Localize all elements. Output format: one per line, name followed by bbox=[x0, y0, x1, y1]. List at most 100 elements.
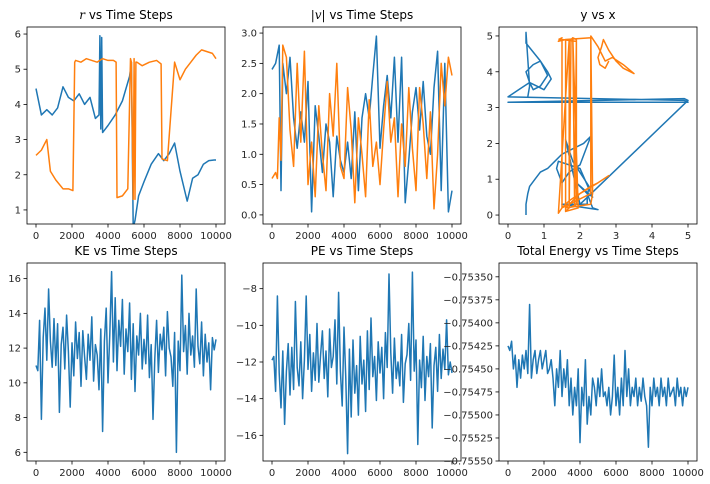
y-tick-label: 1 bbox=[15, 205, 21, 216]
y-tick-label: 6 bbox=[15, 448, 21, 459]
x-tick-label: 4000 bbox=[567, 468, 592, 479]
x-tick-label: 4000 bbox=[331, 468, 356, 479]
subplot-6: 0 2000 4000 6000 8000 10000 −0.75350 −0.75375 −0… bbox=[443, 244, 704, 479]
subplot-4: 0 2000 4000 6000 8000 10000 6 8 10 12 14 16 KE vs Ti… bbox=[8, 244, 232, 479]
x-tick-label: 10000 bbox=[436, 231, 468, 242]
y-tick-label: −10 bbox=[236, 321, 257, 332]
y-tick-label: 2 bbox=[15, 170, 21, 181]
x-tick-label: 0 bbox=[269, 231, 275, 242]
x-tick-label: 8000 bbox=[403, 231, 428, 242]
series-line-2 bbox=[35, 49, 217, 201]
x-tick-label: 0 bbox=[33, 468, 39, 479]
axes-frame bbox=[498, 262, 698, 462]
y-tick-label: 0 bbox=[487, 211, 493, 222]
x-tick-label: 10000 bbox=[436, 468, 468, 479]
x-tick-label: 8000 bbox=[639, 468, 664, 479]
x-tick-label: 2000 bbox=[59, 231, 84, 242]
x-tick-label: 1 bbox=[541, 231, 547, 242]
x-tick-label: 2000 bbox=[295, 468, 320, 479]
x-tick-label: 3 bbox=[613, 231, 619, 242]
y-tick-label: 6 bbox=[15, 30, 21, 41]
subplot-title: PE vs Time Steps bbox=[311, 244, 414, 258]
y-tick-label: 0.5 bbox=[241, 180, 257, 191]
subplot-1: 0 2000 4000 6000 8000 10000 1 2 3 4 5 6 r vs Time St… bbox=[15, 8, 232, 242]
y-tick-label: 16 bbox=[8, 274, 21, 285]
y-tick-label: −0.75525 bbox=[443, 433, 493, 444]
x-tick-label: 6000 bbox=[131, 468, 156, 479]
x-tick-label: 5 bbox=[685, 231, 691, 242]
subplot-title: r vs Time Steps bbox=[79, 8, 173, 22]
x-tick-label: 4000 bbox=[331, 231, 356, 242]
y-tick-label: 2 bbox=[487, 139, 493, 150]
x-tick-label: 10000 bbox=[672, 468, 704, 479]
x-tick-label: 8000 bbox=[167, 468, 192, 479]
x-tick-label: 0 bbox=[505, 468, 511, 479]
x-tick-label: 0 bbox=[505, 231, 511, 242]
y-tick-label: 5 bbox=[15, 65, 21, 76]
axes-frame bbox=[26, 26, 226, 225]
x-tick-label: 0 bbox=[269, 468, 275, 479]
y-tick-label: 2.0 bbox=[241, 89, 257, 100]
subplot-title: Total Energy vs Time Steps bbox=[516, 244, 679, 258]
y-tick-label: −8 bbox=[242, 284, 257, 295]
y-tick-label: 4 bbox=[487, 67, 493, 78]
y-tick-label: 5 bbox=[487, 31, 493, 42]
subplot-title: |v| vs Time Steps bbox=[311, 8, 414, 22]
y-tick-label: −0.75350 bbox=[443, 272, 493, 283]
x-tick-label: 2000 bbox=[531, 468, 556, 479]
subplot-2: 0 2000 4000 6000 8000 10000 0.0 0.5 1.0 1.5 2.0 2.5… bbox=[241, 8, 468, 242]
x-tick-label: 2000 bbox=[59, 468, 84, 479]
y-tick-label: −0.75375 bbox=[443, 295, 493, 306]
y-tick-label: 3 bbox=[15, 135, 21, 146]
subplot-3: 0 1 2 3 4 5 0 1 2 3 4 5 y vs x bbox=[487, 8, 698, 242]
subplot-title: y vs x bbox=[580, 8, 615, 22]
y-tick-label: −0.75500 bbox=[443, 410, 493, 421]
y-tick-label: 14 bbox=[8, 309, 21, 320]
x-tick-label: 2 bbox=[577, 231, 583, 242]
y-tick-label: 2.5 bbox=[241, 59, 257, 70]
x-tick-label: 4 bbox=[649, 231, 655, 242]
y-tick-label: 1.0 bbox=[241, 150, 257, 161]
x-tick-label: 10000 bbox=[200, 231, 232, 242]
y-tick-label: 8 bbox=[15, 413, 21, 424]
y-tick-label: 10 bbox=[8, 378, 21, 389]
axes-frame bbox=[26, 262, 226, 462]
subplot-title: KE vs Time Steps bbox=[74, 244, 177, 258]
x-tick-label: 6000 bbox=[367, 468, 392, 479]
series-line-1 bbox=[271, 35, 453, 213]
series-line-2 bbox=[557, 35, 635, 214]
series-line-1 bbox=[507, 303, 689, 448]
y-tick-label: −12 bbox=[236, 358, 257, 369]
series-line-1 bbox=[35, 35, 216, 224]
x-tick-label: 4000 bbox=[95, 231, 120, 242]
x-tick-label: 8000 bbox=[403, 468, 428, 479]
axes-frame bbox=[262, 26, 462, 225]
y-tick-label: 1.5 bbox=[241, 119, 257, 130]
x-tick-label: 10000 bbox=[200, 468, 232, 479]
series-line-1 bbox=[271, 271, 453, 455]
x-tick-label: 6000 bbox=[603, 468, 628, 479]
x-tick-label: 4000 bbox=[95, 468, 120, 479]
y-tick-label: −0.75450 bbox=[443, 364, 493, 375]
x-tick-label: 6000 bbox=[367, 231, 392, 242]
y-tick-label: −14 bbox=[236, 394, 257, 405]
y-tick-label: 3.0 bbox=[241, 29, 257, 40]
y-tick-label: −16 bbox=[236, 431, 257, 442]
x-tick-label: 0 bbox=[33, 231, 39, 242]
axes-frame bbox=[498, 26, 698, 225]
subplot-5: 0 2000 4000 6000 8000 10000 −16 −14 −12 −10 −8 PE v… bbox=[236, 244, 468, 479]
x-tick-label: 2000 bbox=[295, 231, 320, 242]
y-tick-label: −0.75425 bbox=[443, 341, 493, 352]
y-tick-label: 12 bbox=[8, 344, 21, 355]
y-tick-label: 4 bbox=[15, 100, 21, 111]
y-tick-label: 1 bbox=[487, 175, 493, 186]
y-tick-label: −0.75550 bbox=[443, 457, 493, 468]
y-tick-label: 3 bbox=[487, 103, 493, 114]
x-tick-label: 8000 bbox=[167, 231, 192, 242]
y-tick-label: −0.75400 bbox=[443, 318, 493, 329]
x-tick-label: 6000 bbox=[131, 231, 156, 242]
y-tick-label: −0.75475 bbox=[443, 387, 493, 398]
y-tick-label: 0.0 bbox=[241, 210, 257, 221]
series-line-1 bbox=[35, 270, 217, 454]
